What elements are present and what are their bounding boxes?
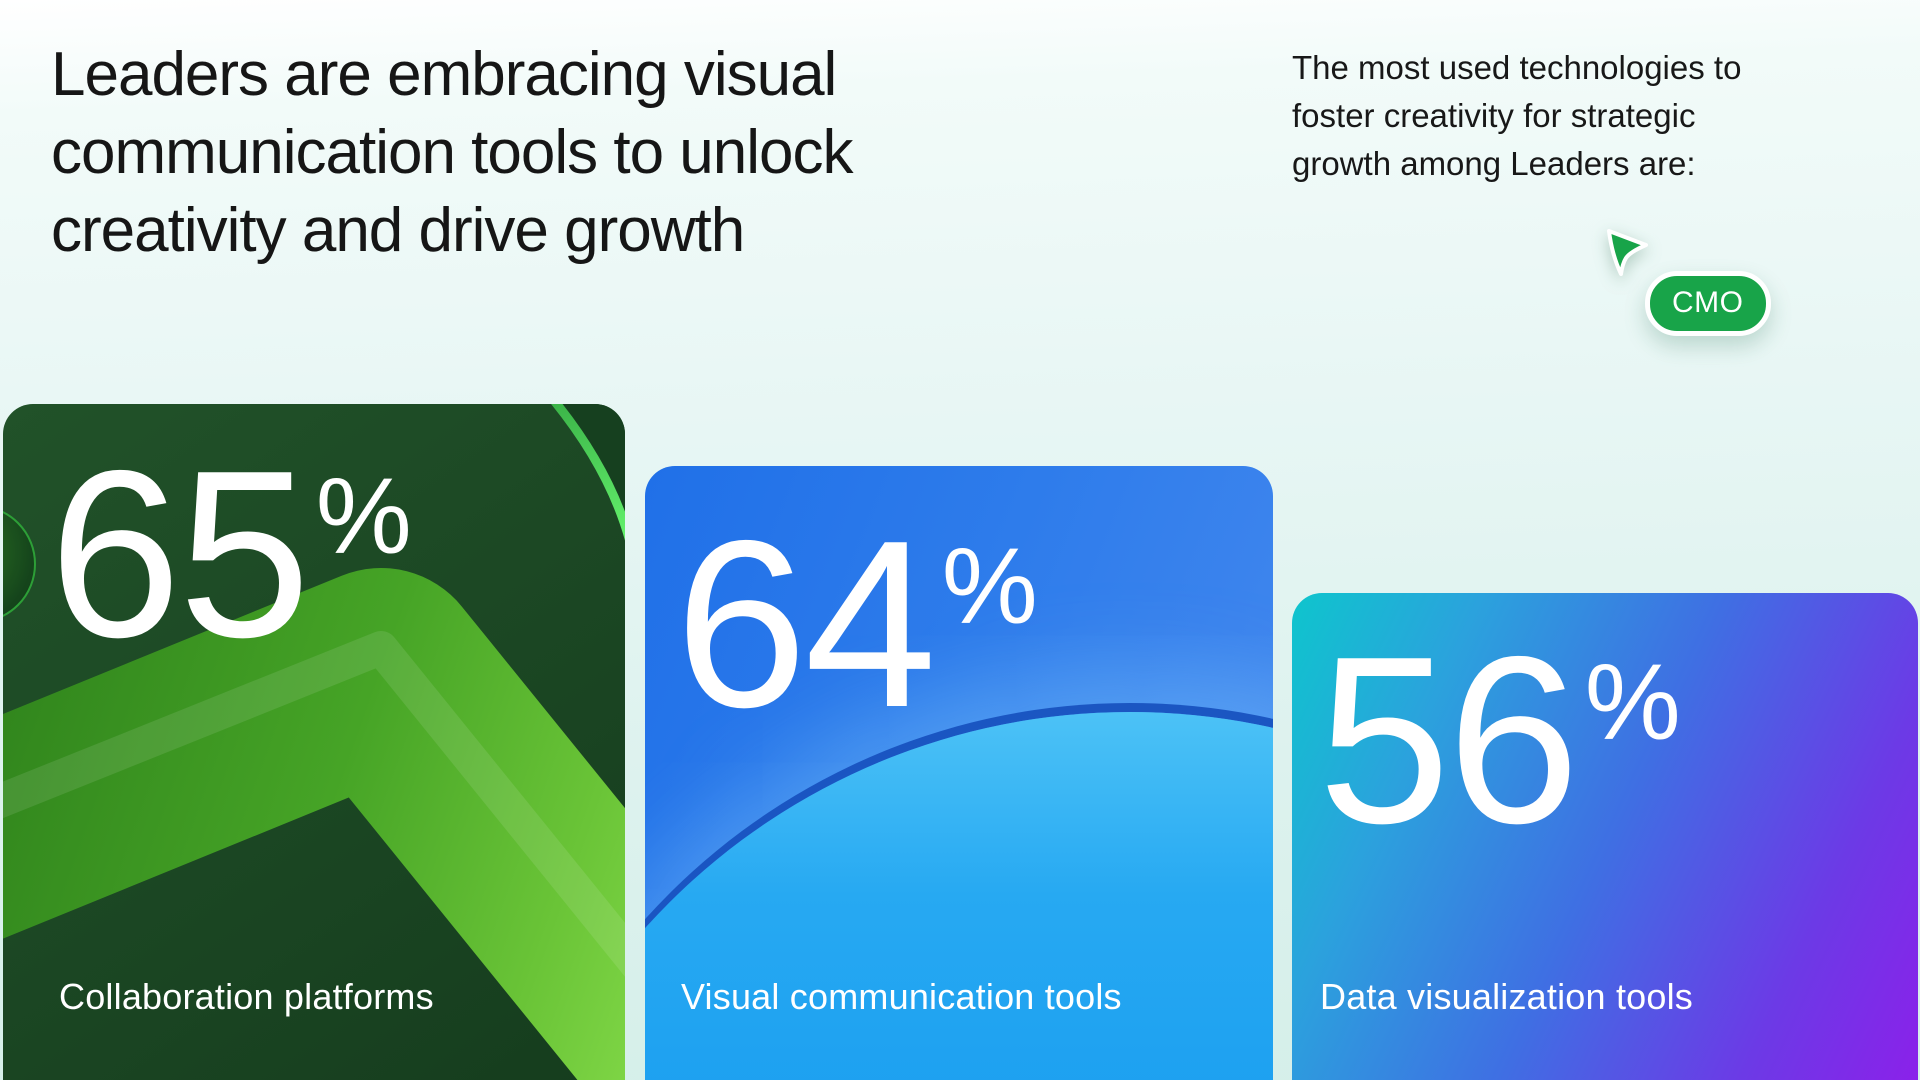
stat-number: 56 <box>1318 608 1580 873</box>
stat-label: Visual communication tools <box>681 976 1122 1017</box>
stat-card-data-visualization-tools: 56% Data visualization tools <box>1292 593 1918 1080</box>
stat-value: 64% <box>675 506 1038 744</box>
stat-value: 56% <box>1318 622 1681 860</box>
intro-text-line: growth among Leaders are: <box>1292 145 1696 182</box>
stat-label: Data visualization tools <box>1320 976 1693 1017</box>
page-title-line: creativity and drive growth <box>51 196 745 265</box>
stat-card-visual-communication-tools: 64% Visual communication tools <box>645 466 1273 1080</box>
page-title: Leaders are embracing visual communicati… <box>51 36 854 270</box>
intro-text: The most used technologies to foster cre… <box>1292 44 1741 188</box>
stat-value: 65% <box>49 436 412 674</box>
stat-number: 64 <box>675 492 937 757</box>
abstract-3d-tube-graphic <box>3 404 625 1080</box>
stat-percent-sign: % <box>1584 641 1681 762</box>
collab-cursor: CMO <box>1600 226 1820 346</box>
stat-percent-sign: % <box>941 525 1038 646</box>
planet-curve-graphic <box>645 712 1273 1080</box>
stat-number: 65 <box>49 422 311 687</box>
page-title-line: Leaders are embracing visual <box>51 40 837 109</box>
stat-label: Collaboration platforms <box>59 976 434 1017</box>
cursor-user-badge: CMO <box>1645 271 1771 336</box>
stat-card-collaboration-platforms: 65% Collaboration platforms <box>3 404 625 1080</box>
stat-percent-sign: % <box>315 455 412 576</box>
cursor-icon <box>1607 229 1648 276</box>
intro-text-line: foster creativity for strategic <box>1292 97 1696 134</box>
intro-text-line: The most used technologies to <box>1292 49 1742 86</box>
page-title-line: communication tools to unlock <box>51 118 854 187</box>
